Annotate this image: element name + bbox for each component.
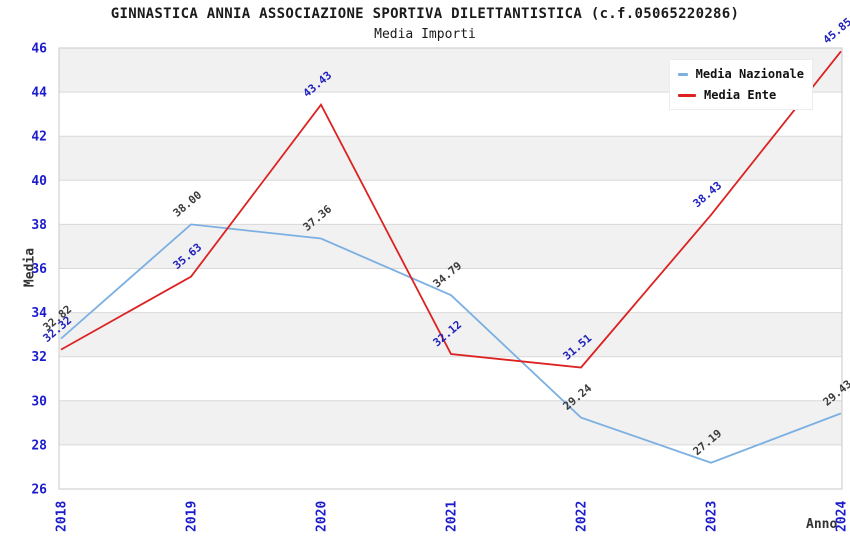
y-tick-label: 34 bbox=[31, 306, 47, 321]
band-row bbox=[59, 136, 842, 181]
band-row bbox=[59, 312, 842, 357]
legend-label-media-nazionale: Media Nazionale bbox=[695, 67, 804, 81]
chart-title: GINNASTICA ANNIA ASSOCIAZIONE SPORTIVA D… bbox=[110, 6, 740, 22]
x-axis-title: Anno bbox=[806, 517, 838, 532]
band-row bbox=[59, 224, 842, 269]
series-line-media-ente bbox=[60, 50, 842, 369]
y-tick-label: 36 bbox=[31, 262, 47, 277]
x-tick-label: 2023 bbox=[705, 501, 720, 532]
data-point-label-media-ente: 45.85 bbox=[821, 15, 850, 46]
media-ente-line-icon bbox=[678, 93, 696, 97]
x-tick-label: 2022 bbox=[575, 501, 590, 532]
legend-label-media-ente: Media Ente bbox=[704, 88, 777, 102]
y-tick-label: 38 bbox=[31, 218, 47, 233]
x-tick-label: 2021 bbox=[445, 501, 460, 532]
y-tick-label: 26 bbox=[31, 483, 47, 498]
x-tick-label: 2019 bbox=[185, 501, 200, 532]
chart-subtitle: Media Importi bbox=[374, 27, 476, 42]
x-tick-label: 2020 bbox=[315, 501, 330, 532]
y-tick-label: 46 bbox=[31, 42, 47, 57]
band-row bbox=[59, 400, 842, 445]
y-tick-label: 42 bbox=[31, 130, 47, 145]
y-axis-title: Media bbox=[22, 247, 38, 288]
media-nazionale-line-icon bbox=[678, 72, 688, 76]
legend: Media Nazionale Media Ente bbox=[669, 59, 813, 110]
series-line-media-nazionale bbox=[60, 223, 842, 464]
y-tick-label: 32 bbox=[31, 350, 47, 365]
x-tick-label: 2018 bbox=[55, 501, 70, 532]
y-tick-label: 30 bbox=[31, 394, 47, 409]
legend-item-media-ente: Media Ente bbox=[678, 88, 804, 102]
plot-border bbox=[58, 47, 843, 490]
y-tick-label: 40 bbox=[31, 174, 47, 189]
x-tick-label: 2024 bbox=[835, 501, 850, 532]
y-tick-label: 28 bbox=[31, 438, 47, 453]
data-point-label-media-nazionale: 38.00 bbox=[171, 188, 205, 219]
legend-item-media-nazionale: Media Nazionale bbox=[678, 67, 804, 81]
y-tick-label: 44 bbox=[31, 86, 47, 101]
